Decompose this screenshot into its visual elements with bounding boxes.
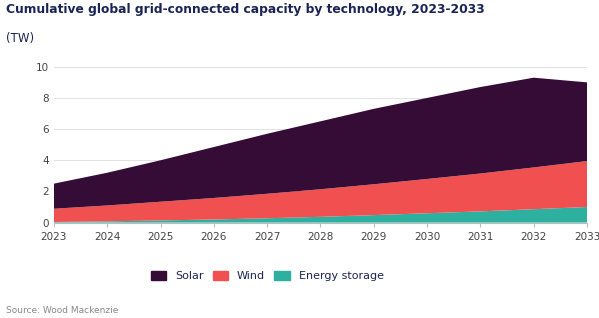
Text: Source: Wood Mackenzie: Source: Wood Mackenzie [6, 306, 119, 315]
Legend: Solar, Wind, Energy storage: Solar, Wind, Energy storage [146, 266, 388, 286]
Text: (TW): (TW) [6, 32, 34, 45]
Text: Cumulative global grid-connected capacity by technology, 2023-2033: Cumulative global grid-connected capacit… [6, 3, 485, 16]
